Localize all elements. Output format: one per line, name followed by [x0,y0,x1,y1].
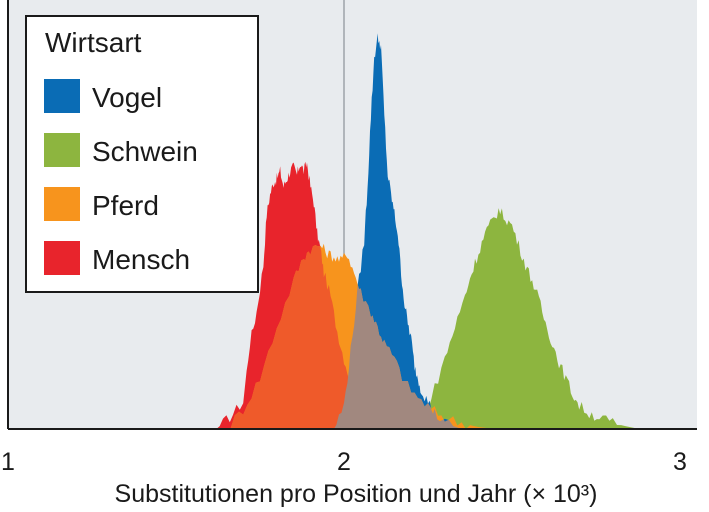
legend-label-pferd: Pferd [92,190,159,221]
area-overlap-mensch-pferd [226,243,445,429]
legend: Wirtsart Vogel Schwein Pferd Mensch [25,15,259,293]
legend-swatch-mensch [44,241,80,275]
x-tick-label-1: 1 [1,448,15,476]
area-overlap-pferd-vogel [333,243,462,429]
x-axis-ticks: 1 2 3 [1,448,687,476]
legend-swatch-schwein [44,133,80,167]
area-series-group [216,33,640,429]
x-axis-title: Substitutionen pro Position und Jahr (× … [115,480,598,508]
legend-swatch-vogel [44,79,80,113]
legend-items: Vogel Schwein Pferd Mensch [44,79,198,275]
area-schwein [417,208,640,429]
legend-label-schwein: Schwein [92,136,198,167]
legend-label-vogel: Vogel [92,82,162,113]
legend-title: Wirtsart [45,27,142,58]
x-tick-label-3: 3 [673,448,687,476]
x-tick-label-2: 2 [337,448,351,476]
legend-swatch-pferd [44,187,80,221]
legend-label-mensch: Mensch [92,244,190,275]
